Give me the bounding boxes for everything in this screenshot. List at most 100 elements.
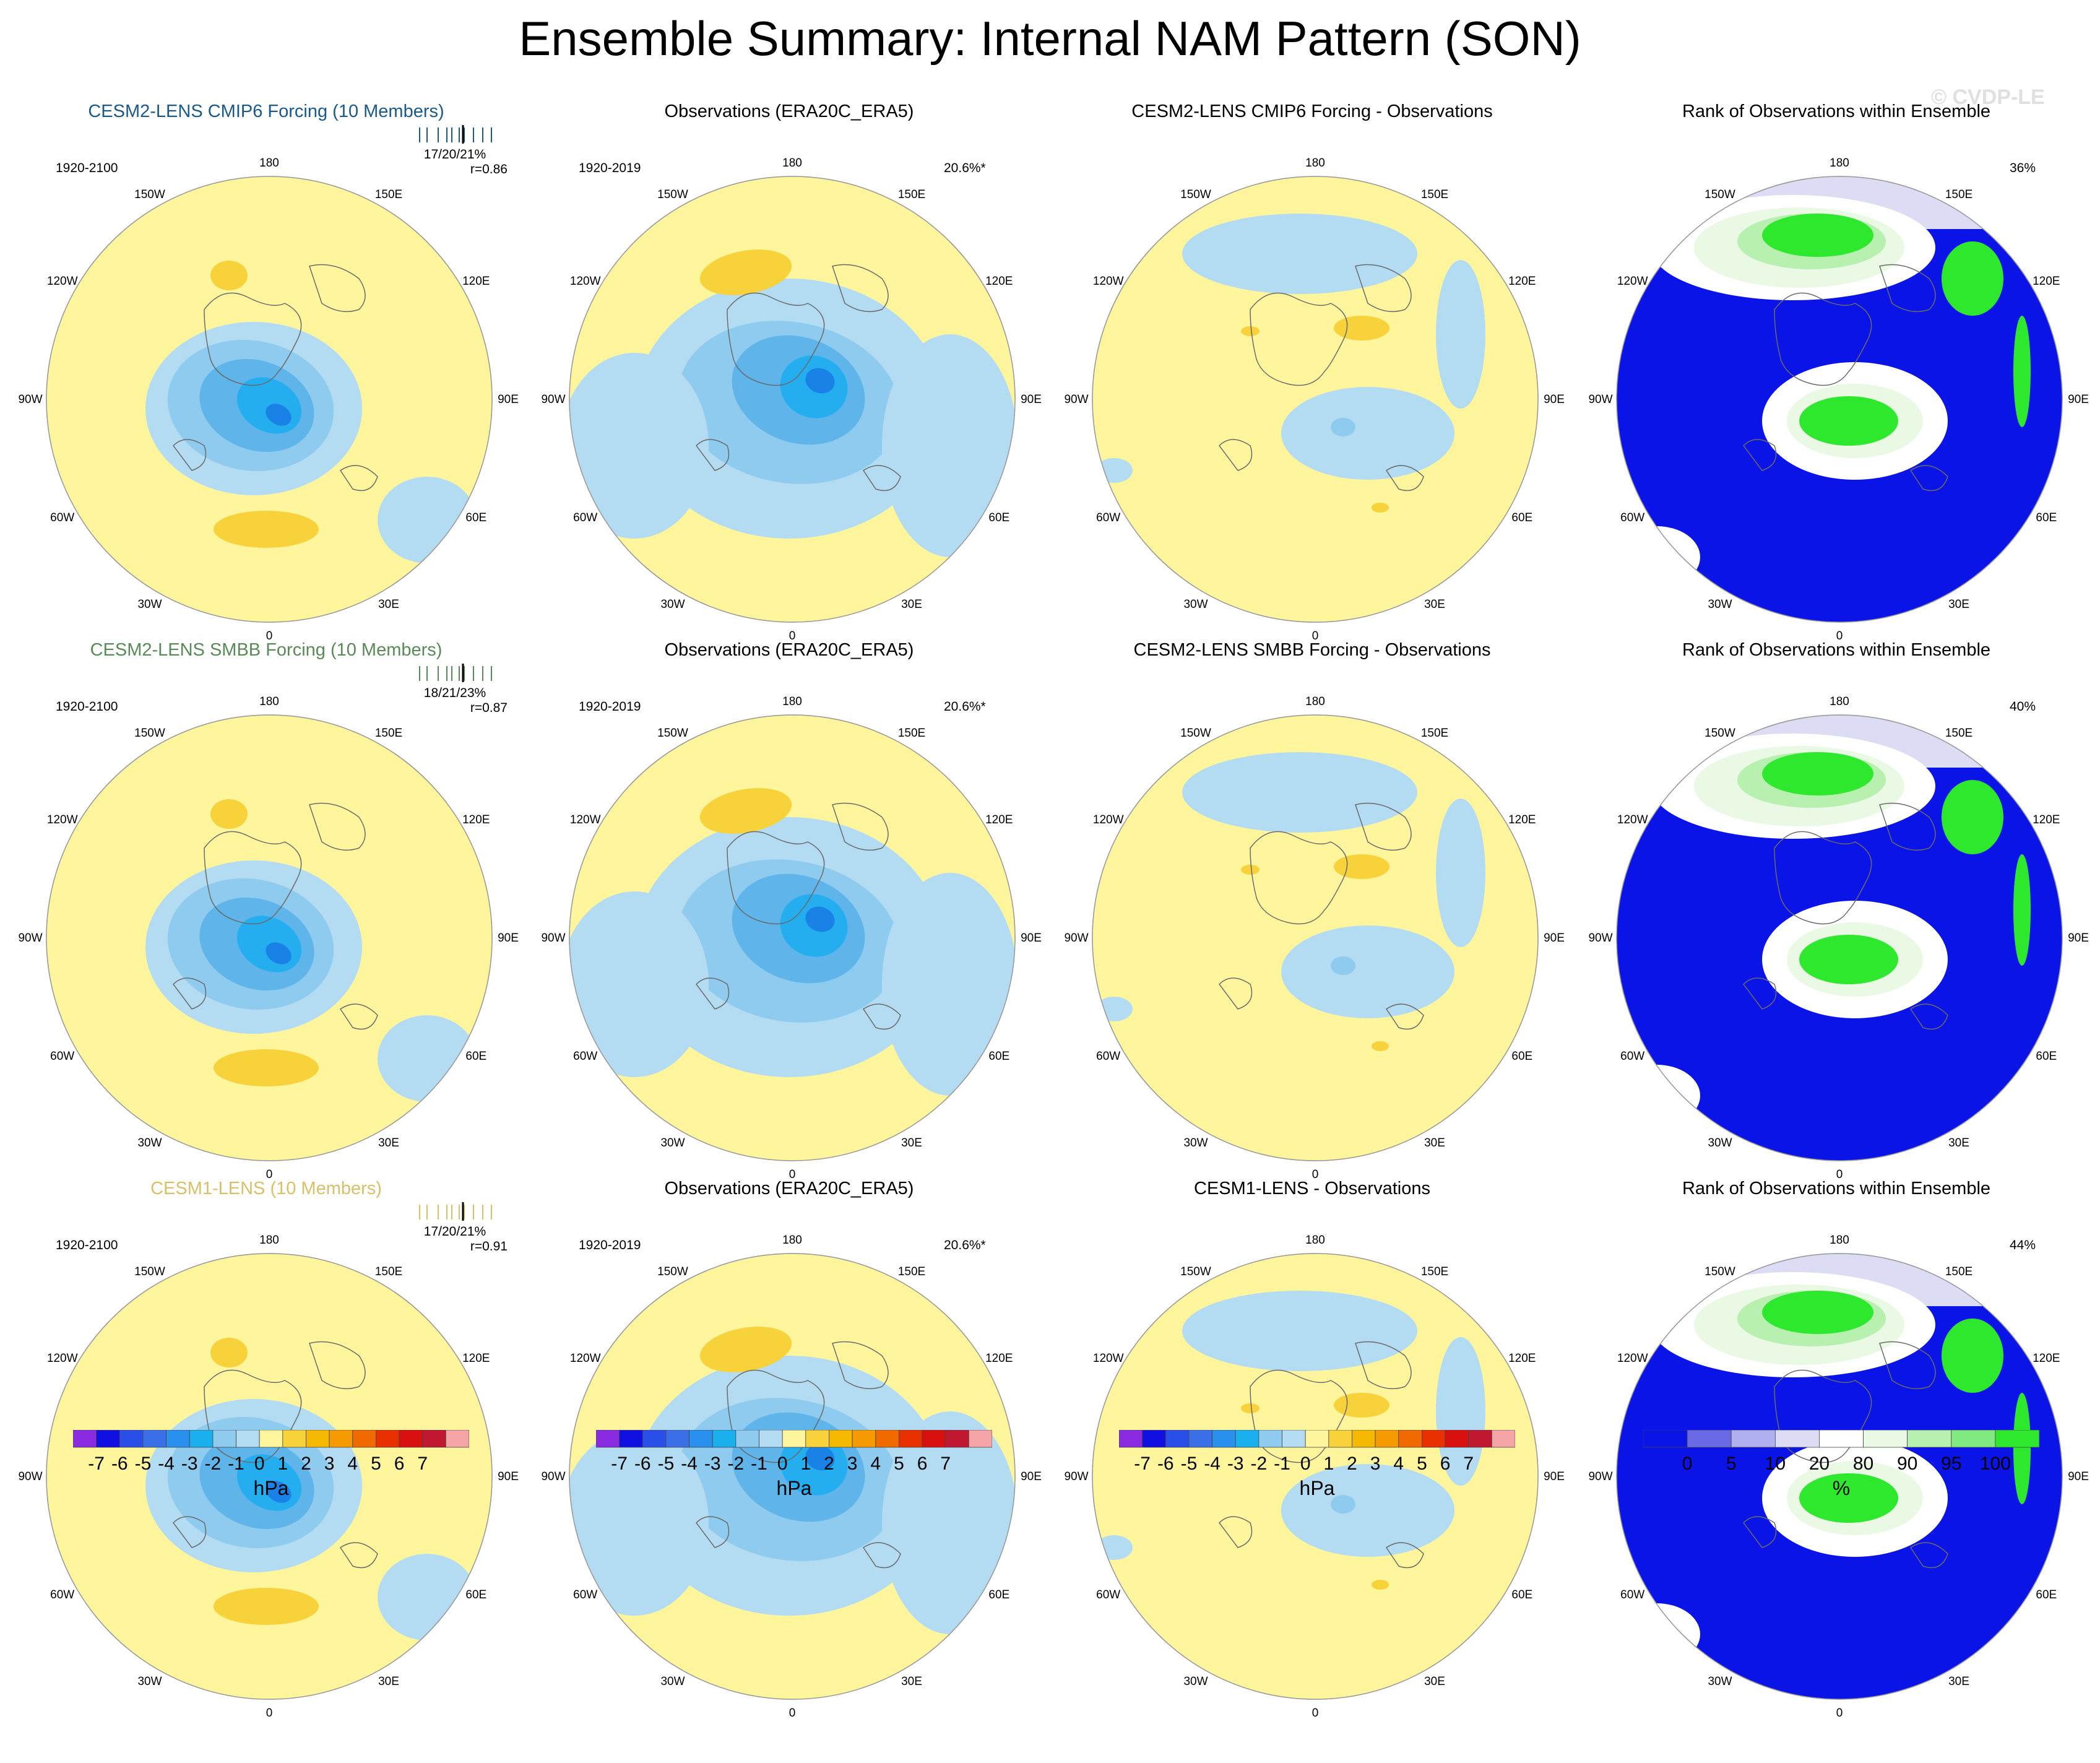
colorbar-swatch [352,1429,376,1448]
lon-label: 120E [462,1352,490,1365]
percent-label: 20.6%* [944,161,986,175]
negative-anomaly [1331,1495,1355,1514]
lon-label: 120E [462,813,490,826]
lon-label: 60E [2036,511,2057,524]
percent-label: 36% [2010,161,2036,175]
lon-label: 30W [137,598,162,611]
rank-green [1762,752,1873,795]
panel-title: Rank of Observations within Ensemble [1682,1179,1991,1198]
colorbar-tick-label: 5 [894,1453,904,1474]
negative-anomaly [569,353,709,539]
lon-label: 60W [1096,1050,1120,1063]
pattern-correlation: r=0.86 [470,162,508,176]
colorbar-swatch [922,1429,946,1448]
member-spread-ticks [419,1202,492,1221]
colorbar-unit: hPa [1299,1477,1335,1499]
lon-label: 90E [498,393,519,406]
rank-green [1799,1473,1898,1523]
lon-label: 150W [1180,188,1211,201]
lon-label: 90E [1021,932,1042,945]
rank-layer [1617,176,2062,622]
percent-label: 20.6%* [944,700,986,714]
colorbar-swatch [1352,1429,1376,1448]
rank-green [1762,214,1873,257]
lon-label: 60W [1096,511,1120,524]
colorbar-swatch [1774,1429,1820,1448]
colorbar-swatch [282,1429,306,1448]
positive-anomaly [1372,1041,1389,1051]
colorbar-swatch [899,1429,923,1448]
lon-label: 30W [1183,1675,1208,1688]
polar-map: 180 150E 120E 90E 60E 30E 0 30W 60W 90W 120W 150W [19,1234,519,1720]
lon-label: 120W [1617,1352,1648,1365]
explained-variance: 17/20/21% [423,1224,486,1239]
lon-label: 90W [1065,1470,1089,1483]
colorbar-swatch [1819,1429,1864,1448]
colorbar-swatch [1212,1429,1236,1448]
lon-label: 60W [1096,1588,1120,1601]
panel-title: Rank of Observations within Ensemble [1682,640,1991,660]
positive-anomaly [1372,1580,1389,1590]
colorbar-swatch [1445,1429,1469,1448]
negative-anomaly [378,1554,477,1640]
lon-label: 30W [1708,1675,1732,1688]
lon-label: 90W [1065,932,1089,945]
colorbar-swatch [1235,1429,1260,1448]
colorbar-tick-label: -1 [751,1453,767,1474]
colorbar-tick-label: 6 [1440,1453,1451,1474]
panel-title: Observations (ERA20C_ERA5) [664,102,914,121]
lon-label: 60E [465,511,486,524]
lon-label: 90E [498,932,519,945]
polar-map: 180 150E 120E 90E 60E 30E 0 30W 60W 90W 120W 150W [1589,157,2089,643]
lon-label: 0 [1312,1168,1319,1181]
colorbar-swatch [782,1429,806,1448]
negative-anomaly [569,1430,709,1616]
lon-label: 150E [1421,1265,1448,1278]
positive-anomaly [1334,854,1389,879]
lon-label: 150W [134,188,165,201]
colorbar-swatch [422,1429,446,1448]
negative-anomaly [1281,1464,1454,1557]
negative-anomaly [882,873,1015,1096]
lon-label: 60W [50,1050,74,1063]
positive-anomaly [1241,1403,1260,1413]
colorbar-swatch [829,1429,853,1448]
colorbar-swatch [945,1429,969,1448]
lon-label: 90W [19,932,43,945]
lon-label: 60E [988,1588,1009,1601]
lon-label: 150E [1945,727,1973,740]
colorbar-tick-label: -6 [634,1453,651,1474]
lon-label: 0 [1312,630,1319,643]
colorbar-swatch [689,1429,713,1448]
lon-label: 90W [19,393,43,406]
lon-label: 0 [789,630,796,643]
colorbar-swatch [96,1429,120,1448]
pattern-correlation: r=0.91 [470,1239,508,1254]
colorbar-swatch [1258,1429,1282,1448]
colorbar-tick-label: -4 [681,1453,698,1474]
lon-label: 150E [898,727,925,740]
colorbar-tick-label: 2 [301,1453,311,1474]
colorbar-swatch [1907,1429,1952,1448]
polar-map: 180 150E 120E 90E 60E 30E 0 30W 60W 90W 120W 150W [19,157,519,643]
rank-white [1617,526,1700,588]
lon-label: 90E [1544,1470,1565,1483]
coastline [696,802,901,1030]
colorbar-hpa-1: -7 -6 -5 -4 -3 -2 -1 0 1 2 3 4 5 6 7 hPa [72,1429,470,1510]
colorbar-hpa-3: -7 -6 -5 -4 -3 -2 -1 0 1 2 3 4 5 6 7 hPa [1118,1429,1516,1510]
panel-title: CESM1-LENS - Observations [1194,1179,1430,1198]
pattern-correlation: r=0.87 [470,701,508,715]
colorbar-tick-label: 20 [1808,1453,1830,1474]
lon-label: 150E [1421,188,1448,201]
lon-label: 30E [901,598,922,611]
lon-label: 30W [137,1137,162,1150]
colorbar-swatch [712,1429,737,1448]
lon-label: 150W [134,1265,165,1278]
lon-label: 150E [898,188,925,201]
lon-label: 150E [375,188,402,201]
period-label: 1920-2019 [579,700,641,714]
negative-anomaly [882,334,1015,557]
colorbar-tick-label: 5 [1417,1453,1427,1474]
colorbar-swatch [968,1429,993,1448]
lon-label: 30E [378,1137,399,1150]
